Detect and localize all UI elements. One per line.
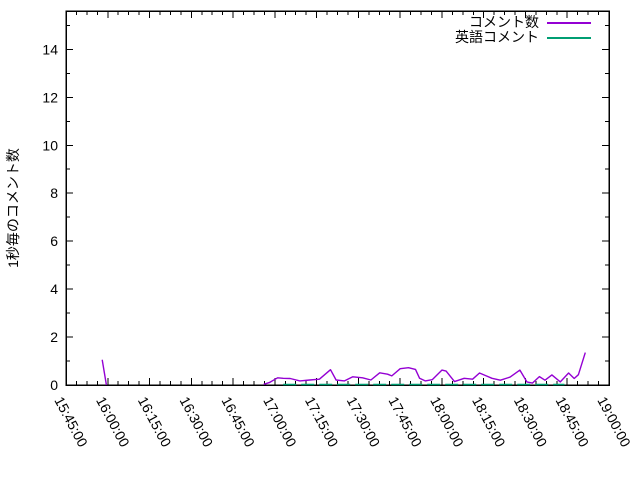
series-line-0 <box>101 359 108 386</box>
x-tick-label: 18:45:00 <box>553 394 593 450</box>
plot-border <box>65 10 610 386</box>
y-tick-label: 12 <box>42 89 58 105</box>
x-tick-label: 18:30:00 <box>511 394 551 450</box>
legend-line-swatch-english <box>547 36 591 39</box>
x-tick-label: 16:45:00 <box>218 394 258 450</box>
x-tick-label: 16:15:00 <box>135 394 175 450</box>
x-tick-label: 17:00:00 <box>260 394 300 450</box>
legend-label-comments: コメント数 <box>469 14 539 30</box>
x-tick-label: 17:30:00 <box>344 394 384 450</box>
y-tick-label: 4 <box>50 281 58 297</box>
y-axis-title: 1秒毎のコメント数 <box>5 148 21 268</box>
y-tick-label: 2 <box>50 329 58 345</box>
x-tick-label: 18:00:00 <box>427 394 467 450</box>
x-tick-label: 17:45:00 <box>386 394 426 450</box>
y-tick-label: 14 <box>42 41 58 57</box>
x-tick-label: 15:45:00 <box>51 394 91 450</box>
y-tick-label: 0 <box>50 377 58 393</box>
legend: コメント数 英語コメント <box>421 15 591 45</box>
y-tick-label: 10 <box>42 137 58 153</box>
x-tick-label: 16:00:00 <box>93 394 133 450</box>
legend-label-english: 英語コメント <box>455 29 539 45</box>
y-tick-label: 8 <box>50 185 58 201</box>
legend-item-english: 英語コメント <box>421 30 591 45</box>
x-tick-label: 17:15:00 <box>302 394 342 450</box>
x-tick-label: 19:00:00 <box>594 394 634 450</box>
legend-line-swatch-comments <box>547 21 591 24</box>
y-tick-label: 6 <box>50 233 58 249</box>
series-line-0 <box>263 352 586 385</box>
x-tick-label: 18:15:00 <box>469 394 509 450</box>
legend-item-comments: コメント数 <box>421 15 591 30</box>
x-tick-label: 16:30:00 <box>177 394 217 450</box>
